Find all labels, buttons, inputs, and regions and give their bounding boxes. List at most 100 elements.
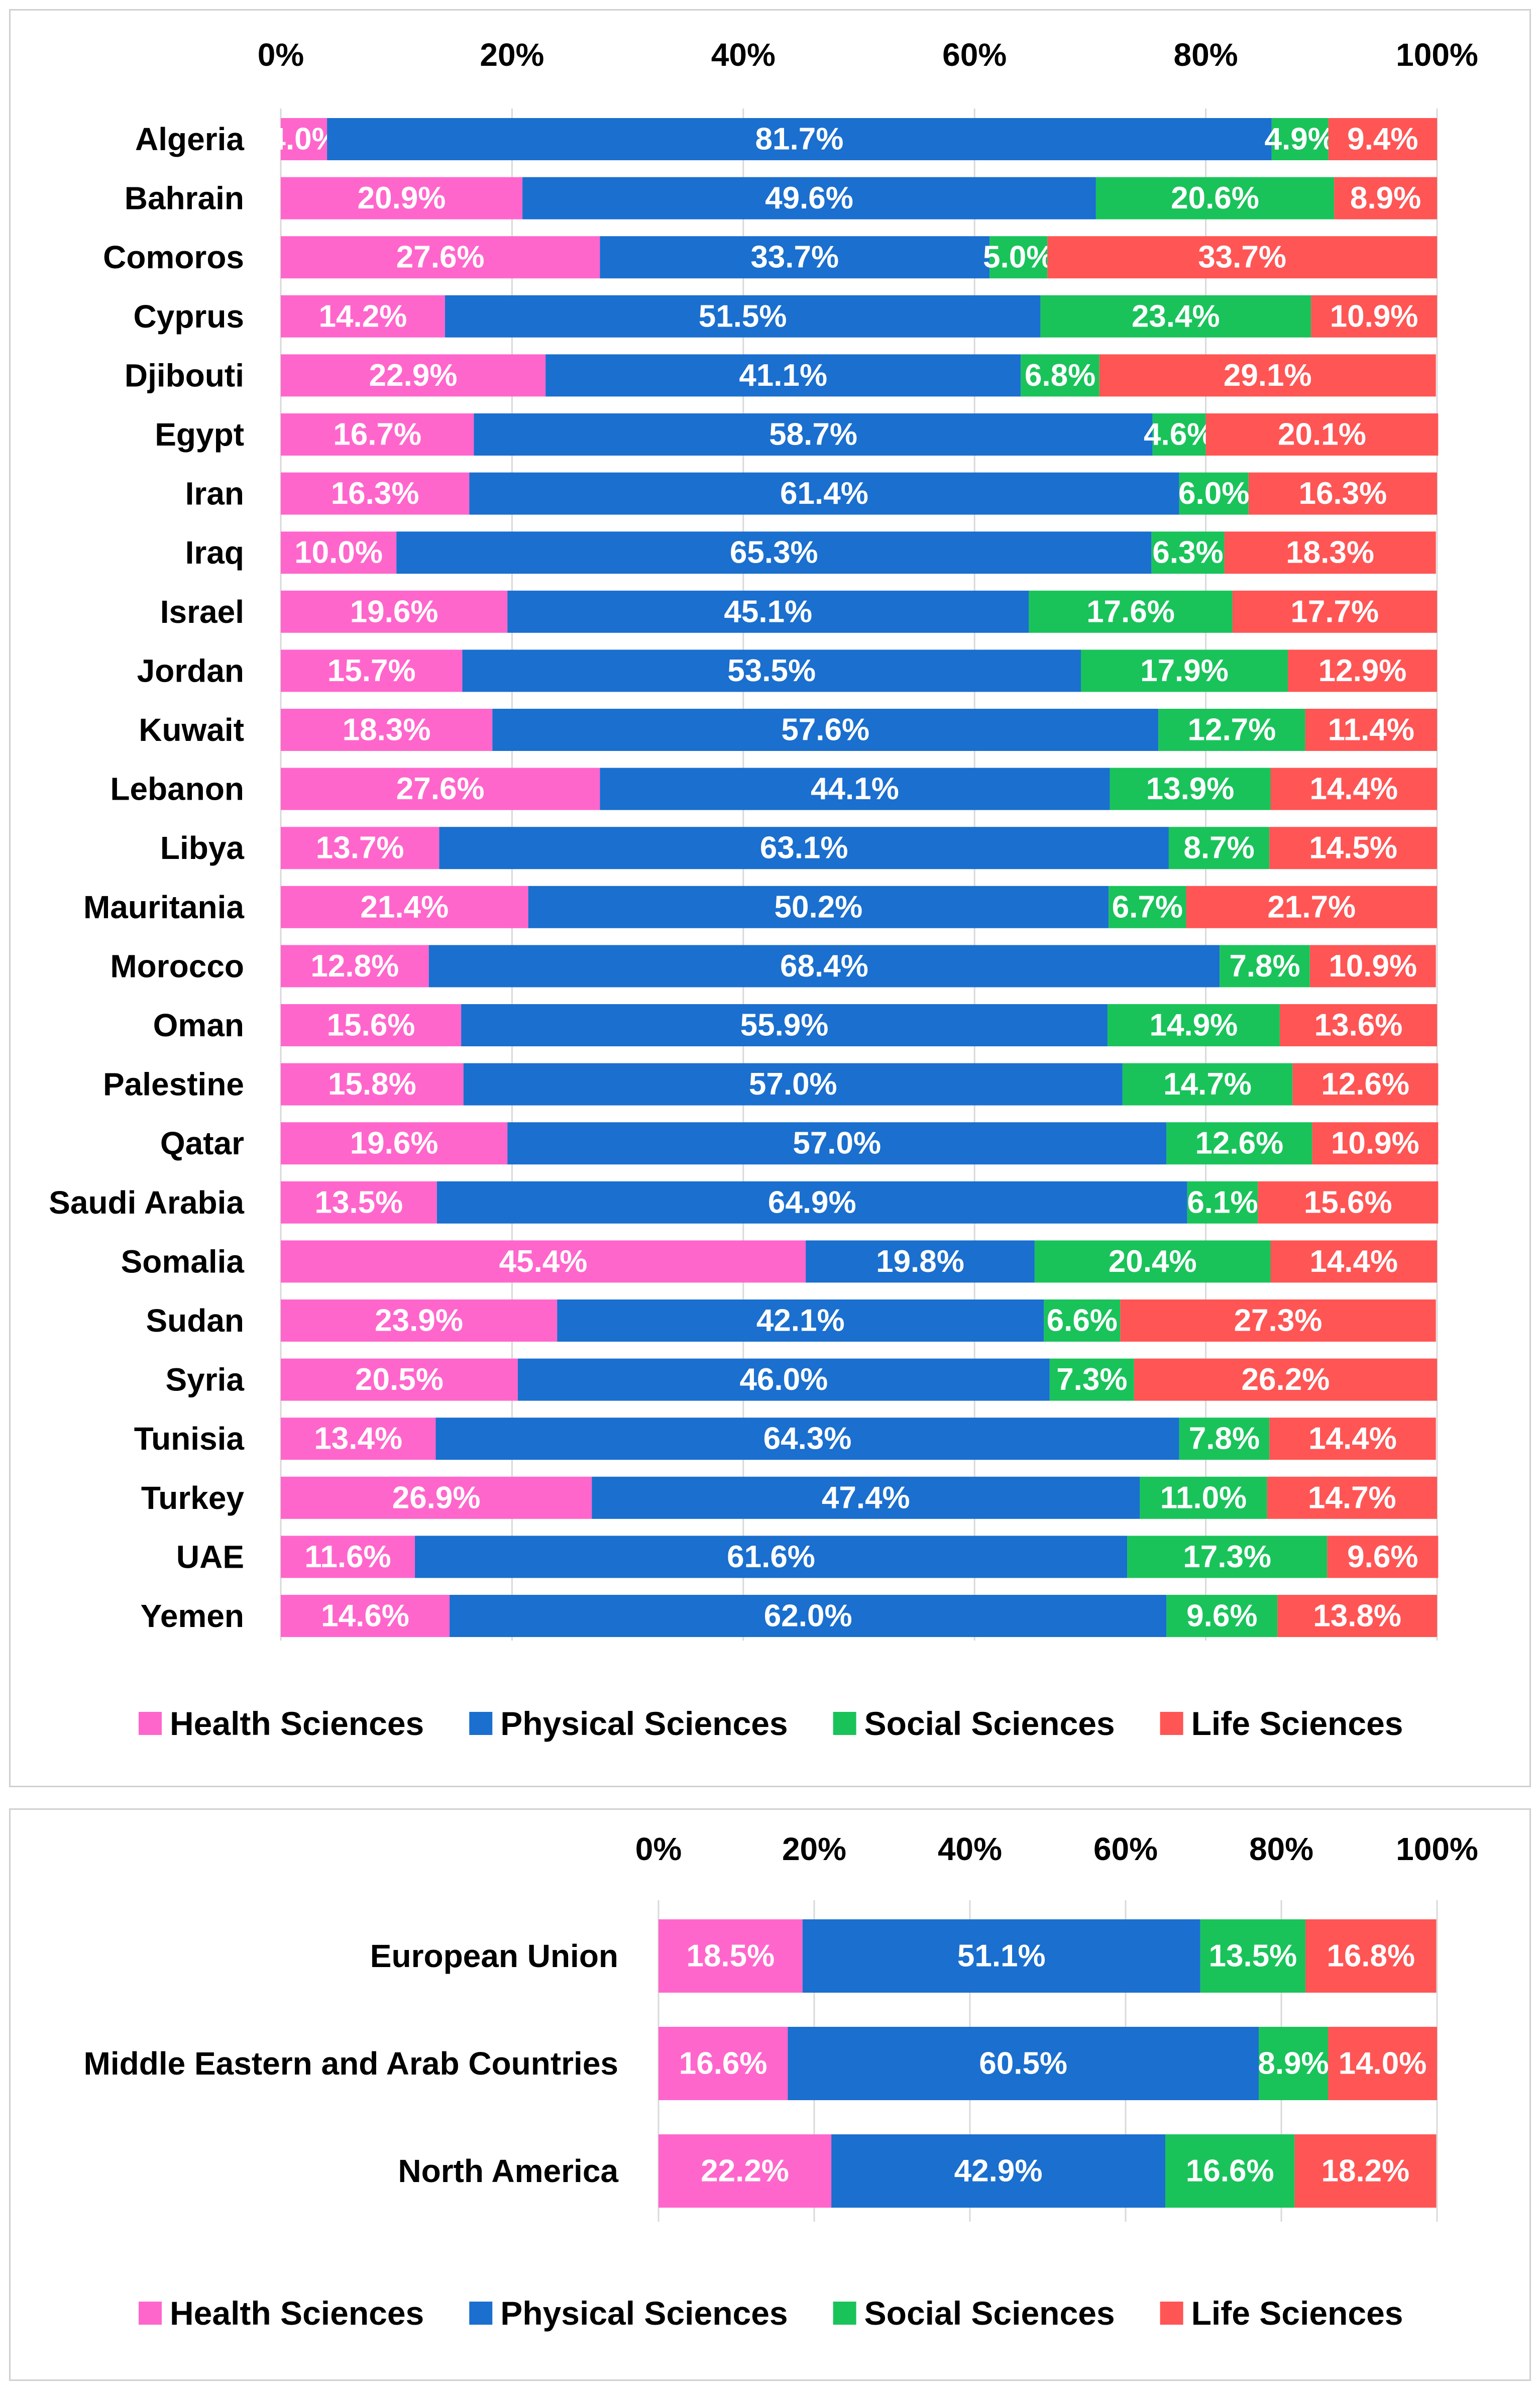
bar-segment-health-sciences xyxy=(658,2027,788,2100)
category-label-mauritania: Mauritania xyxy=(83,889,244,925)
bar-segment-physical-sciences xyxy=(522,177,1096,220)
x-tick-label: 100% xyxy=(1396,1831,1478,1867)
data-label: 33.7% xyxy=(750,240,839,275)
bar-segment-health-sciences xyxy=(281,709,493,751)
x-tick-label: 100% xyxy=(1396,37,1478,73)
data-label: 20.9% xyxy=(358,181,446,215)
data-label: 61.4% xyxy=(780,476,868,511)
data-label: 46.0% xyxy=(739,1362,828,1397)
data-label: 10.9% xyxy=(1330,299,1418,334)
bar-segment-social-sciences xyxy=(1122,1063,1293,1106)
category-label-middle-eastern-and-arab-countries: Middle Eastern and Arab Countries xyxy=(84,2045,618,2082)
bar-segment-social-sciences xyxy=(1259,2027,1328,2100)
bar-segment-physical-sciences xyxy=(592,1476,1140,1519)
bar-segment-social-sciences xyxy=(1107,1004,1280,1046)
bar-segment-health-sciences xyxy=(281,118,327,160)
data-label: 11.6% xyxy=(304,1540,391,1574)
bar-segment-social-sciences xyxy=(1029,590,1233,633)
data-label: 15.6% xyxy=(1304,1185,1392,1220)
data-label: 13.5% xyxy=(314,1185,403,1220)
legend-label-physical-sciences: Physical Sciences xyxy=(500,1705,788,1742)
category-label-djibouti: Djibouti xyxy=(125,357,244,393)
x-tick-label: 0% xyxy=(635,1831,682,1867)
category-label-cyprus: Cyprus xyxy=(134,298,245,335)
bar-segment-social-sciences xyxy=(1179,1418,1270,1460)
bar-segment-social-sciences xyxy=(1168,827,1270,870)
bar-segment-life-sciences xyxy=(1270,768,1437,810)
bar-segment-physical-sciences xyxy=(600,768,1110,810)
data-label: 64.9% xyxy=(768,1185,856,1220)
bar-segment-life-sciences xyxy=(1120,1299,1436,1342)
data-label: 17.6% xyxy=(1086,594,1175,629)
x-tick-label: 40% xyxy=(938,1831,1002,1867)
data-label: 60.5% xyxy=(979,2046,1067,2081)
x-tick-label: 40% xyxy=(711,37,776,73)
bar-segment-life-sciences xyxy=(1294,2134,1437,2208)
data-label: 7.8% xyxy=(1189,1422,1260,1456)
category-label-lebanon: Lebanon xyxy=(110,771,244,807)
bar-segment-life-sciences xyxy=(1328,2027,1437,2100)
legend-label-social-sciences: Social Sciences xyxy=(864,2295,1115,2332)
category-label-iraq: Iraq xyxy=(185,534,244,571)
bar-segment-health-sciences xyxy=(281,1299,558,1342)
bar-segment-life-sciences xyxy=(1277,1595,1437,1637)
region-stacked-bar-chart: 0% 20% 40% 60% 80% 100% European Union 18.5% 51.… xyxy=(84,1831,1478,2332)
x-tick-label: 60% xyxy=(1093,1831,1158,1867)
data-label: 81.7% xyxy=(755,122,844,157)
data-label: 7.3% xyxy=(1056,1362,1127,1397)
data-label: 16.6% xyxy=(1186,2154,1274,2189)
bar-segment-physical-sciences xyxy=(528,886,1109,928)
data-label: 14.7% xyxy=(1163,1067,1252,1102)
data-label: 13.5% xyxy=(1209,1939,1297,1974)
data-label: 13.4% xyxy=(314,1422,402,1456)
bar-segment-life-sciences xyxy=(1099,354,1436,397)
bar-segment-social-sciences xyxy=(1109,886,1186,928)
data-label: 64.3% xyxy=(763,1422,852,1456)
bar-segment-social-sciences xyxy=(1187,1181,1258,1224)
bar-segment-social-sciences xyxy=(1080,649,1288,692)
category-label-oman: Oman xyxy=(153,1007,244,1043)
bar-segment-life-sciences xyxy=(1186,886,1437,928)
bar-segment-physical-sciences xyxy=(415,1536,1128,1578)
data-label: 14.2% xyxy=(319,299,407,334)
bar-segment-health-sciences xyxy=(281,1358,518,1401)
data-label: 6.1% xyxy=(1187,1185,1258,1220)
data-label: 18.3% xyxy=(1286,535,1374,570)
bar-segment-life-sciences xyxy=(1305,1919,1437,1993)
data-label: 49.6% xyxy=(765,181,853,215)
bar-segment-life-sciences xyxy=(1305,709,1437,751)
bar-segment-physical-sciences xyxy=(435,1418,1179,1460)
data-label: 65.3% xyxy=(730,535,818,570)
bar-segment-life-sciences xyxy=(1311,295,1437,338)
category-label-kuwait: Kuwait xyxy=(139,712,244,748)
data-label: 57.0% xyxy=(749,1067,837,1102)
data-label: 17.7% xyxy=(1290,594,1379,629)
data-label: 14.4% xyxy=(1308,1422,1397,1456)
category-label-bahrain: Bahrain xyxy=(125,180,244,216)
data-label: 21.7% xyxy=(1267,890,1356,924)
legend-swatch-life-sciences xyxy=(1160,1712,1183,1735)
legend-label-health-sciences: Health Sciences xyxy=(170,1705,424,1742)
data-label: 6.8% xyxy=(1025,358,1095,393)
bar-segment-physical-sciences xyxy=(462,649,1081,692)
data-label: 8.9% xyxy=(1350,181,1421,215)
bar-segment-life-sciences xyxy=(1134,1358,1437,1401)
data-label: 11.4% xyxy=(1328,713,1414,747)
bar-segment-life-sciences xyxy=(1269,827,1437,870)
legend-label-health-sciences: Health Sciences xyxy=(170,2295,424,2332)
category-label-turkey: Turkey xyxy=(141,1480,245,1516)
data-label: 8.7% xyxy=(1183,831,1254,865)
data-label: 14.4% xyxy=(1309,772,1398,806)
bar-segment-physical-sciences xyxy=(517,1358,1050,1401)
data-label: 4.9% xyxy=(1265,122,1336,157)
data-label: 11.0% xyxy=(1160,1480,1247,1515)
data-label: 41.1% xyxy=(739,358,827,393)
data-label: 21.4% xyxy=(360,890,449,924)
bar-segment-health-sciences xyxy=(281,945,429,988)
category-label-jordan: Jordan xyxy=(137,653,244,689)
bar-segment-life-sciences xyxy=(1205,413,1439,456)
bar-segment-social-sciences xyxy=(1158,709,1305,751)
data-label: 68.4% xyxy=(780,949,868,984)
bar-segment-health-sciences xyxy=(281,1181,437,1224)
bar-segment-life-sciences xyxy=(1279,1004,1437,1046)
